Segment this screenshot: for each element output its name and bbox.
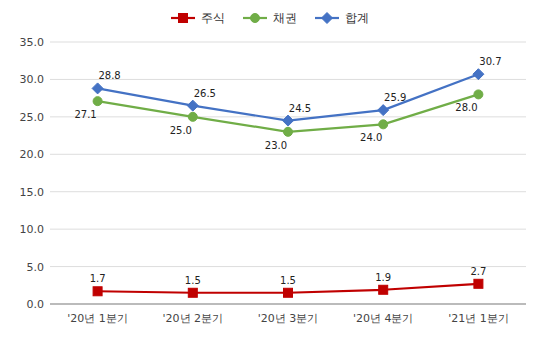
series-line: [98, 94, 479, 131]
data-label: 23.0: [265, 140, 287, 151]
grid-line: [50, 304, 526, 305]
grid-line: [50, 79, 526, 80]
grid-line: [50, 266, 526, 267]
series-line: [98, 74, 479, 120]
marker: [379, 120, 388, 129]
grid-line: [50, 191, 526, 192]
x-tick-label: '20년 2분기: [163, 312, 224, 325]
data-label: 27.1: [74, 109, 96, 120]
y-tick-label: 25.0: [20, 111, 45, 124]
marker: [284, 288, 293, 297]
legend-label: 합계: [345, 11, 369, 25]
y-tick-label: 0.0: [27, 298, 45, 311]
data-label: 24.0: [360, 132, 382, 143]
legend-marker: [179, 14, 188, 23]
data-labels: 1.7 1.5 1.5 1.9 2.7 27.1 25.0 23.0 24.0 28.0 28.8 2…: [74, 56, 501, 286]
marker: [188, 112, 197, 121]
data-label: 25.9: [384, 92, 406, 103]
legend-item: 합계: [315, 11, 369, 25]
x-tick-label: '20년 1분기: [67, 312, 128, 325]
legend-marker: [251, 14, 260, 23]
legend-label: 채권: [273, 11, 297, 25]
legend-item: 채권: [243, 11, 297, 25]
marker: [187, 100, 198, 111]
marker: [283, 115, 294, 126]
x-tick-label: '21년 1분기: [448, 312, 509, 325]
grid-line: [50, 42, 526, 43]
marker: [188, 288, 197, 297]
data-label: 24.5: [289, 103, 311, 114]
legend-marker: [322, 13, 333, 24]
legend: 주식 채권 합계: [171, 11, 369, 25]
y-tick-label: 10.0: [20, 223, 45, 236]
x-tick-label: '20년 4분기: [353, 312, 414, 325]
plot-area: [92, 69, 484, 298]
grid-line: [50, 229, 526, 230]
data-label: 28.0: [455, 102, 477, 113]
y-tick-label: 15.0: [20, 186, 45, 199]
data-label: 1.7: [90, 273, 106, 284]
marker: [474, 90, 483, 99]
grid: [50, 42, 526, 304]
marker: [93, 287, 102, 296]
x-tick-label: '20년 3분기: [258, 312, 319, 325]
data-label: 1.9: [375, 272, 391, 283]
marker: [92, 83, 103, 94]
grid-line: [50, 154, 526, 155]
data-label: 25.0: [170, 125, 192, 136]
data-label: 26.5: [194, 88, 216, 99]
data-label: 1.5: [280, 275, 296, 286]
legend-label: 주식: [201, 11, 225, 25]
data-label: 1.5: [185, 275, 201, 286]
y-tick-label: 5.0: [27, 261, 45, 274]
marker: [473, 69, 484, 80]
data-label: 30.7: [479, 56, 501, 67]
data-label: 28.8: [98, 70, 120, 81]
data-label: 2.7: [470, 266, 486, 277]
marker: [379, 285, 388, 294]
marker: [284, 127, 293, 136]
marker: [93, 97, 102, 106]
legend-item: 주식: [171, 11, 225, 25]
marker: [474, 279, 483, 288]
y-tick-label: 30.0: [20, 73, 45, 86]
y-tick-label: 35.0: [20, 36, 45, 49]
chart-container: 0.0 5.0 10.0 15.0 20.0 25.0 30.0 35.0 '20년 1분기 '2…: [0, 0, 540, 348]
marker: [378, 105, 389, 116]
x-axis-line: [50, 304, 526, 305]
y-tick-label: 20.0: [20, 148, 45, 161]
chart-svg: 0.0 5.0 10.0 15.0 20.0 25.0 30.0 35.0 '20년 1분기 '2…: [0, 0, 540, 348]
